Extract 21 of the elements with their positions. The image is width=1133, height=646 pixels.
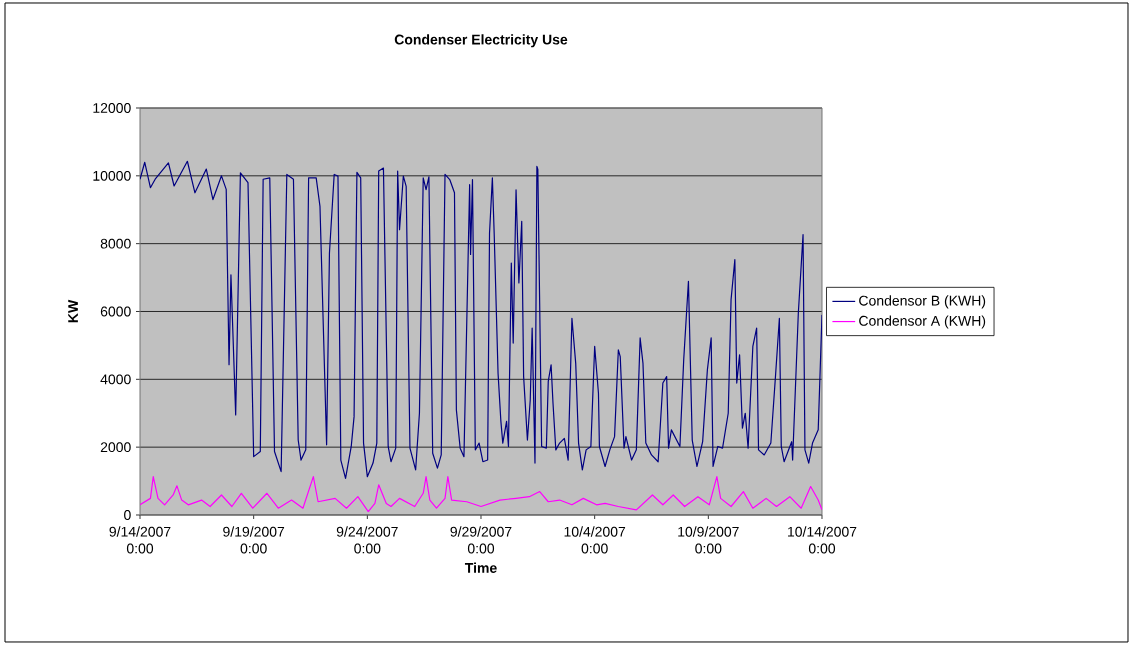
x-tick-label: 10/9/2007 0:00: [678, 526, 739, 554]
y-tick-label: 0: [124, 510, 131, 520]
legend-label: Condensor A (KWH): [859, 315, 986, 329]
y-tick-label: 6000: [100, 306, 131, 317]
x-tick-label: 9/24/2007 0:00: [336, 526, 398, 554]
x-tick-label: 9/14/2007 0:00: [109, 526, 171, 554]
y-axis-title: KW: [68, 299, 78, 323]
line-series: [140, 160, 822, 479]
legend-label: Condensor B (KWH): [859, 295, 986, 309]
y-tick-label: 12000: [93, 103, 131, 113]
x-tick-label: 10/14/2007 0:00: [788, 526, 857, 554]
x-tick-label: 9/29/2007 0:00: [450, 526, 512, 554]
y-tick-label: 10000: [93, 170, 131, 181]
x-tick-label: 10/4/2007 0:00: [564, 526, 626, 554]
y-tick-label: 4000: [100, 374, 131, 385]
y-tick-label: 2000: [100, 442, 131, 453]
y-tick-label: 8000: [100, 238, 131, 249]
chart-title: Condenser Electricity Use: [394, 34, 568, 48]
x-axis-title: Time: [464, 562, 497, 573]
x-tick-label: 9/19/2007 0:00: [223, 526, 285, 554]
line-series: [140, 476, 822, 513]
